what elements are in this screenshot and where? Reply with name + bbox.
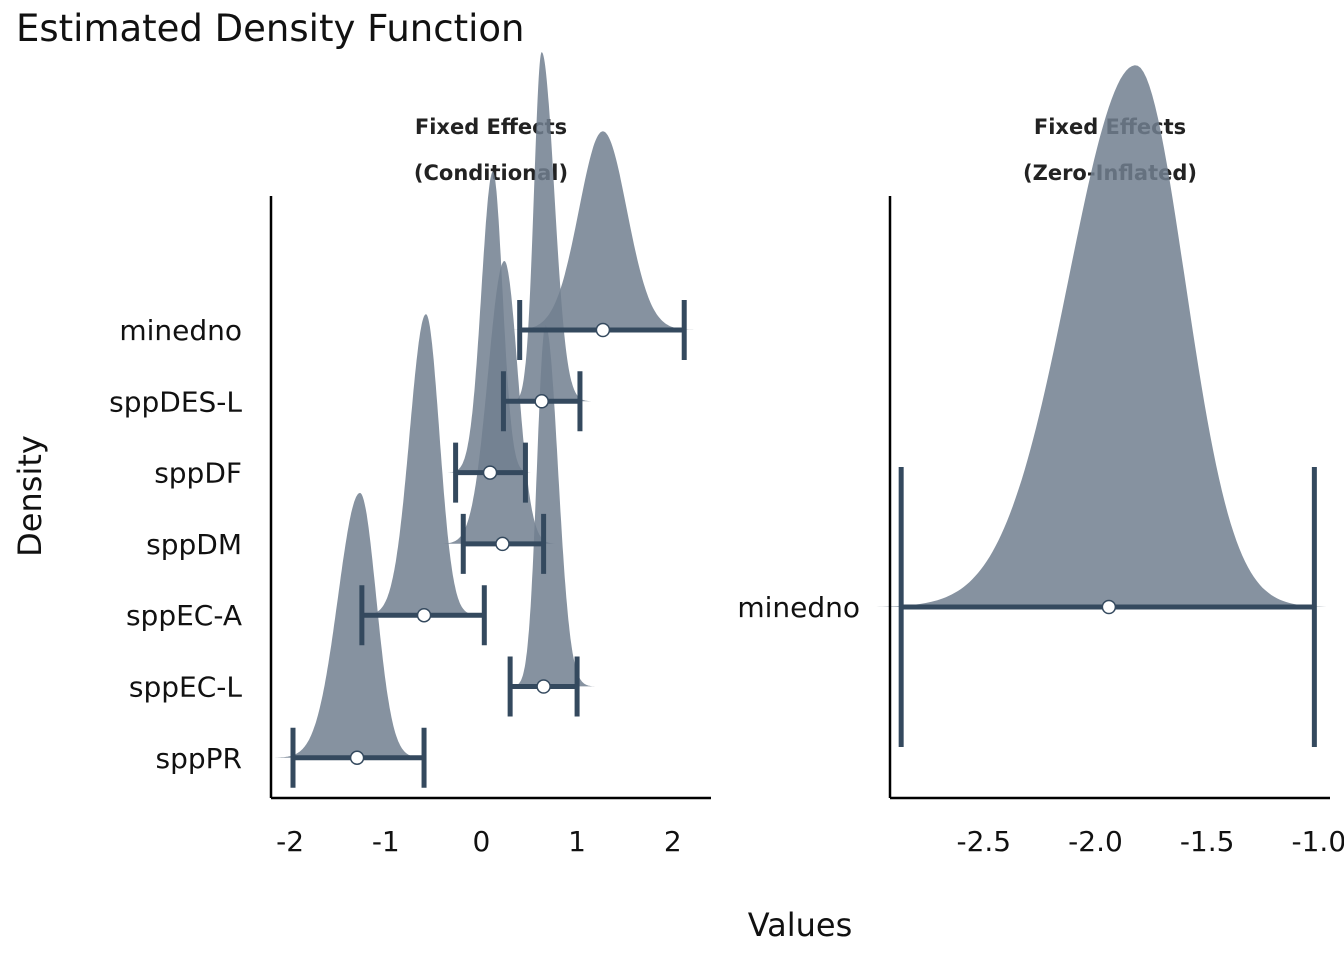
density-sppdm	[439, 261, 558, 544]
panel-zero-inflated: minedno -2.5 -2.0 -1.5 -1.0	[737, 65, 1344, 858]
y-axis-title: Density	[11, 435, 49, 557]
x-axis-title: Values	[748, 906, 853, 944]
y-tick-label-sppdes-l: sppDES-L	[109, 385, 242, 418]
x-tick-label: -1.5	[1180, 825, 1235, 858]
y-tick-label-sppec-a: sppEC-A	[126, 599, 242, 632]
density-sppdes-l	[511, 52, 592, 402]
x-tick-label: -2	[276, 825, 304, 858]
y-tick-label-sppdm: sppDM	[146, 528, 242, 561]
y-tick-label-minedno: minedno	[119, 314, 242, 347]
density-sppdf	[447, 171, 532, 473]
x-tick-label: 1	[568, 825, 586, 858]
density-sppec-a	[360, 314, 480, 616]
x-tick-label: 0	[473, 825, 491, 858]
y-tick-label-sppec-l: sppEC-L	[129, 671, 242, 704]
chart-title: Estimated Density Function	[16, 7, 524, 50]
panel-conditional: minedno sppDES-L sppDF sppDM sppEC-A sppEC-L s…	[109, 52, 711, 858]
estimate-point-sppdes-l	[534, 394, 549, 409]
estimate-point-sppec-l	[536, 679, 551, 694]
x-tick-label: -1	[372, 825, 400, 858]
x-tick-label: -2.5	[956, 825, 1011, 858]
estimate-point-sppdm	[495, 536, 510, 552]
x-tick-label: -2.0	[1068, 825, 1123, 858]
density-minedno	[507, 131, 699, 330]
estimate-point-sppec-a	[416, 607, 432, 623]
y-tick-label-spppr: sppPR	[156, 742, 242, 775]
density-spppr	[272, 492, 425, 758]
estimate-point-sppdf	[482, 465, 498, 480]
x-tick-label: -1.0	[1292, 825, 1344, 858]
y-tick-label-minedno: minedno	[737, 591, 860, 624]
density-minedno	[867, 65, 1333, 607]
estimate-point-spppr	[349, 750, 365, 766]
y-tick-label-sppdf: sppDF	[154, 457, 242, 490]
density-sppec-l	[511, 325, 596, 687]
estimate-point-minedno	[595, 322, 611, 338]
x-tick-label: 2	[664, 825, 682, 858]
estimate-point-minedno	[1101, 599, 1117, 615]
